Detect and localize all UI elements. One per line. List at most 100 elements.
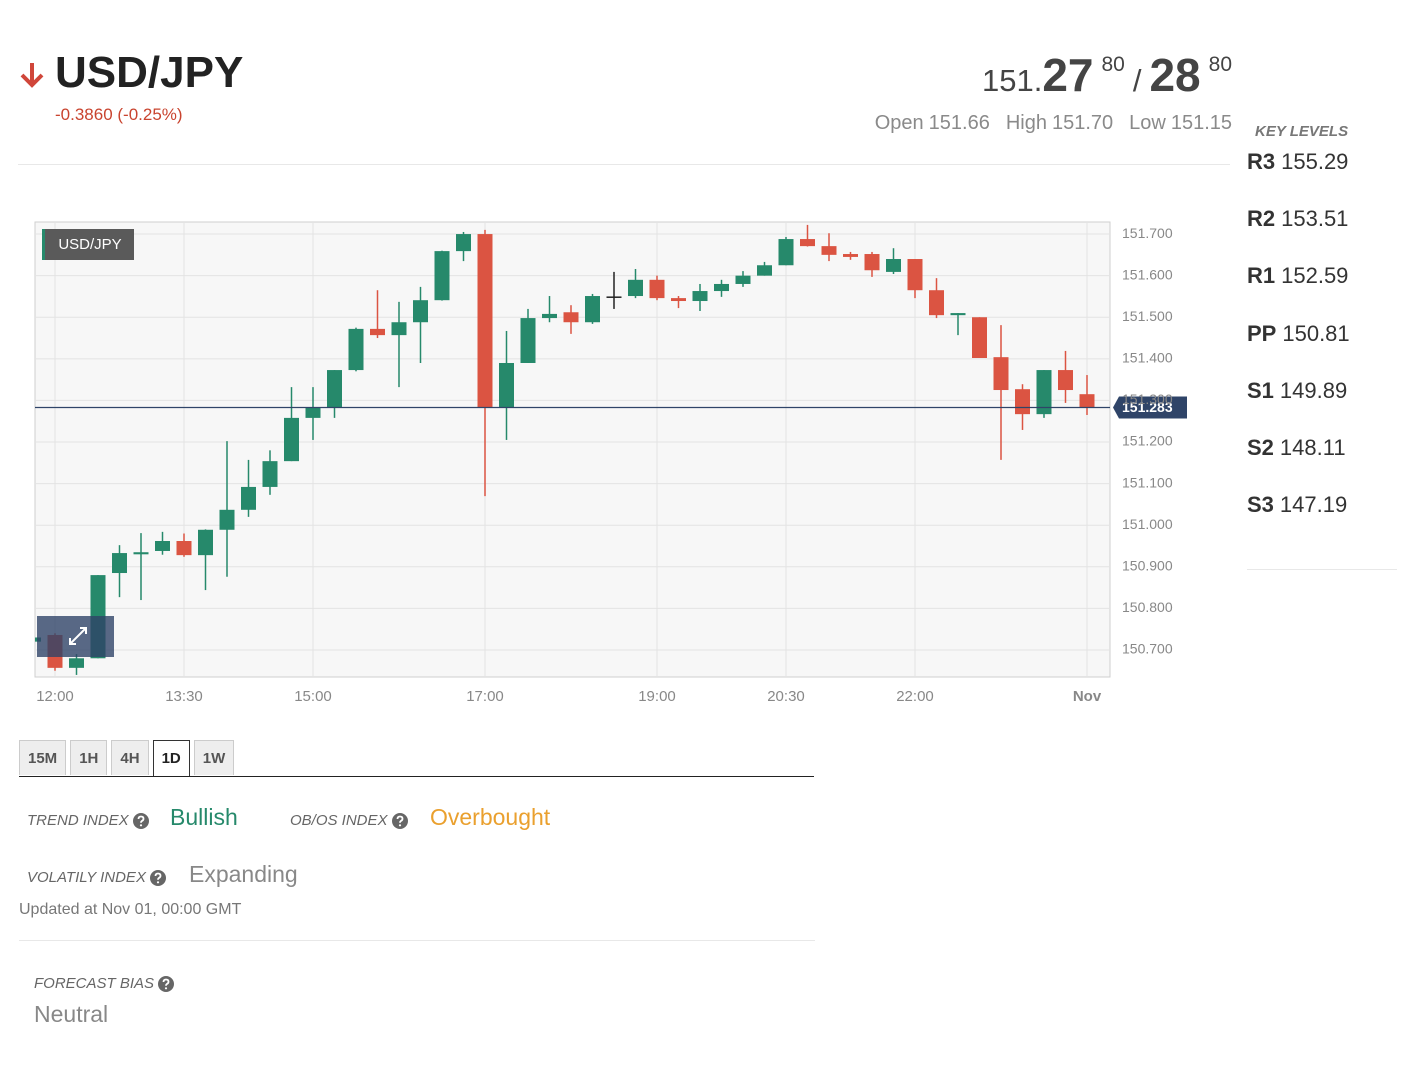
y-tick-label: 151.400 (1122, 350, 1173, 366)
volatility-index-label: VOLATILY INDEX (27, 869, 166, 886)
ohlc: Open 151.66 High 151.70 Low 151.15 (875, 112, 1232, 135)
key-level-value: 152.59 (1281, 263, 1349, 289)
x-tick-label: 17:00 (466, 688, 504, 705)
ohlc-item: Low 151.15 (1129, 112, 1232, 135)
key-level: PP 150.81 (1247, 321, 1350, 347)
candle-body (348, 328, 364, 371)
candle-body (907, 259, 923, 291)
bid-pips: 27 (1042, 49, 1094, 101)
timeframe-tab[interactable]: 1D (152, 740, 190, 777)
timeframe-tab[interactable]: 4H (111, 740, 149, 775)
series-label-box (42, 229, 134, 260)
updated-time: Updated at Nov 01, 00:00 GMT (19, 901, 242, 918)
candle-body (1079, 394, 1095, 408)
last-price-tag (1113, 396, 1187, 419)
candle-body (628, 279, 643, 297)
candle-body (520, 318, 536, 363)
candle-body (542, 313, 557, 319)
candle-body (843, 254, 858, 257)
candle-body (262, 461, 278, 487)
bid-fraction: 80 (1101, 53, 1125, 76)
candle-body (585, 296, 600, 323)
divider (1247, 569, 1397, 570)
candle-body (391, 322, 407, 336)
icon-glyph (162, 978, 170, 986)
candle-body (735, 275, 751, 284)
last-price-label: 151.283 (1122, 399, 1173, 415)
key-level: R3 155.29 (1247, 149, 1348, 175)
candle-body (757, 265, 772, 276)
bid-big: 151. (981, 63, 1043, 98)
candle-body (821, 246, 837, 255)
ohlc-value: 151.66 (928, 112, 990, 134)
y-tick-label: 151.700 (1122, 225, 1173, 241)
y-tick-label: 150.800 (1122, 599, 1173, 615)
key-level-label: R3 (1247, 149, 1276, 174)
ohlc-item: High 151.70 (1006, 112, 1113, 135)
candle-body (950, 313, 966, 316)
key-level-label: S1 (1247, 377, 1274, 403)
key-level-label: S2 (1247, 435, 1274, 460)
expand-button[interactable] (37, 616, 114, 657)
series-label-accent (42, 229, 45, 260)
x-tick-label: 19:00 (638, 688, 676, 705)
divider (19, 940, 815, 941)
help-icon[interactable] (391, 812, 408, 829)
obos-index-label: OB/OS INDEX (290, 812, 408, 829)
ohlc-value: 151.70 (1051, 112, 1114, 134)
candle-body (606, 296, 622, 298)
y-tick-label: 151.000 (1122, 516, 1173, 532)
x-tick-label: 20:30 (767, 688, 805, 705)
key-level-label: R1 (1247, 263, 1276, 289)
x-tick-label: Nov (1073, 688, 1102, 705)
x-tick-label: 15:00 (294, 688, 332, 705)
candle-body (477, 234, 493, 408)
candle-body (155, 540, 170, 551)
candle-body (413, 300, 428, 323)
ohlc-label: High (1005, 112, 1047, 134)
candle-body (327, 370, 342, 408)
candle-body (241, 486, 256, 510)
expand-icon (69, 627, 87, 645)
x-tick-label: 12:00 (36, 688, 74, 705)
candle-body (198, 529, 213, 556)
help-icon[interactable] (158, 975, 175, 992)
candle-body (456, 234, 471, 252)
candle-body (1058, 370, 1073, 391)
candle-body (563, 312, 579, 323)
icon-dot (398, 823, 401, 826)
chart: 151.283 USD/JPY 150.700 150.800 150.900 151.… (34, 221, 1187, 705)
key-level: S3 147.19 (1247, 492, 1347, 518)
candle-body (1036, 370, 1052, 415)
candle-body (176, 540, 192, 556)
y-tick-label: 151.200 (1122, 433, 1173, 449)
candle-body (649, 279, 665, 299)
candle-body (434, 251, 450, 301)
candle-body (305, 407, 321, 418)
candle-body (1015, 389, 1030, 415)
key-level-value: 149.89 (1279, 377, 1348, 403)
timeframe-tabs: 15M 1H 4H 1D 1W (19, 740, 235, 777)
candle-body (714, 283, 729, 292)
down-arrow-icon (20, 63, 44, 88)
timeframe-tab[interactable]: 1H (70, 740, 108, 775)
price-change: -0.3860 (-0.25%) (55, 105, 183, 124)
key-level-label: S3 (1247, 492, 1274, 518)
ask-pips: 28 (1149, 49, 1201, 101)
help-icon[interactable] (132, 812, 149, 829)
icon-dot (139, 823, 142, 826)
divider (18, 164, 1230, 165)
candle-body (499, 362, 514, 408)
timeframe-tab[interactable]: 1W (193, 740, 235, 775)
candle-body (864, 254, 880, 271)
x-tick-label: 13:30 (165, 688, 203, 705)
candle-body (993, 357, 1009, 391)
candle-body (929, 290, 944, 316)
quote: 151. 27 80 / 28 80 (982, 48, 1232, 102)
help-icon[interactable] (149, 869, 166, 886)
forecast-bias-label: FORECAST BIAS (34, 975, 175, 992)
timeframe-tab[interactable]: 15M (19, 740, 67, 775)
key-level-value: 153.51 (1281, 206, 1349, 232)
ohlc-label: Open (874, 112, 924, 134)
series-label: USD/JPY (58, 236, 121, 253)
